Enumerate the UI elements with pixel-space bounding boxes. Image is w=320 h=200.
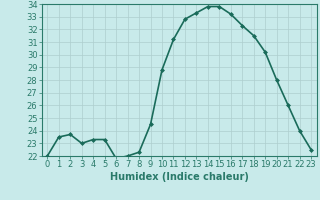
X-axis label: Humidex (Indice chaleur): Humidex (Indice chaleur) bbox=[110, 172, 249, 182]
